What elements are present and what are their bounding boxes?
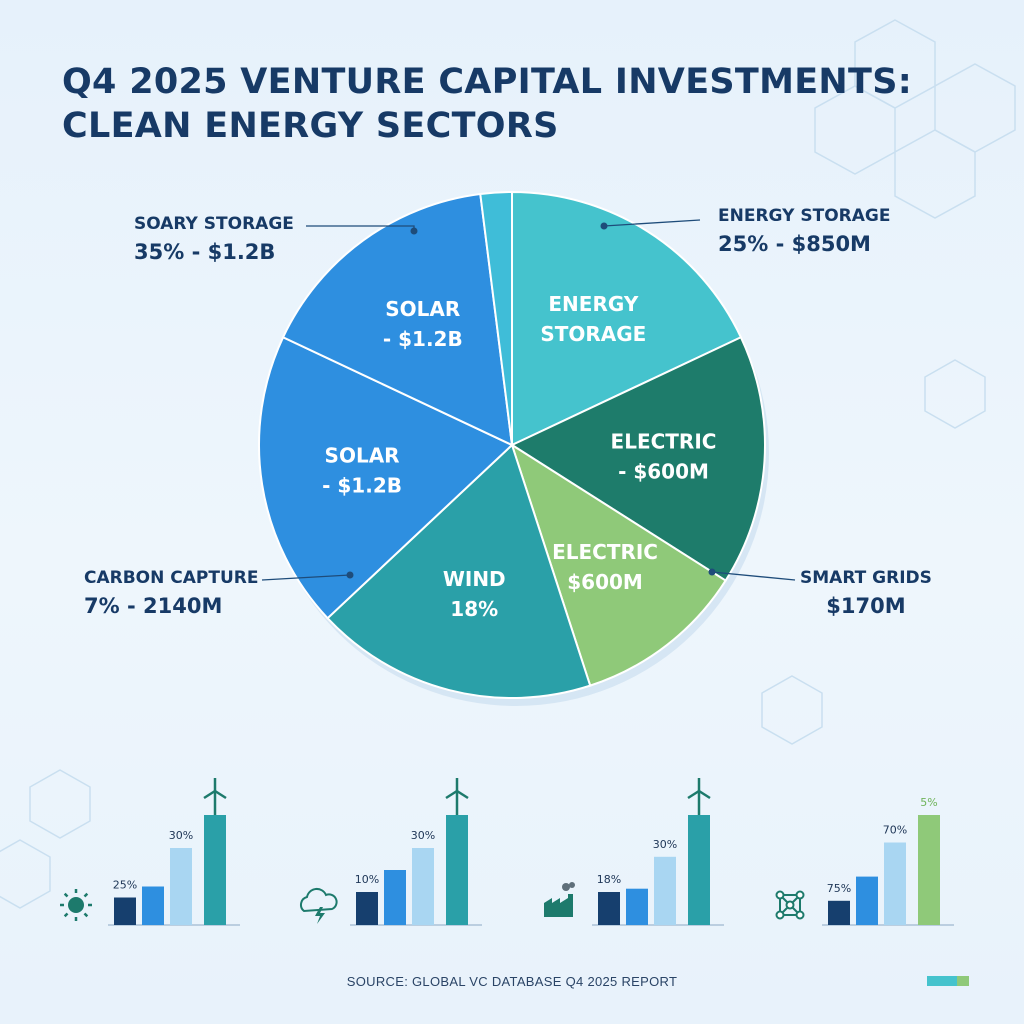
bar: [598, 892, 620, 925]
callout-soary-storage: SOARY STORAGE 35% - $1.2B: [134, 210, 294, 266]
callout-carbon-capture: CARBON CAPTURE 7% - 2140M: [84, 564, 258, 620]
bar-data-label: 70%: [883, 824, 907, 837]
callout-value: 7% - 2140M: [84, 594, 223, 618]
callout-dot: [346, 571, 354, 579]
wind-turbine-icon: [445, 778, 469, 815]
bar: [170, 848, 192, 925]
pie-slice: [326, 443, 592, 699]
callout-value: 35% - $1.2B: [134, 240, 276, 264]
bar: [626, 888, 648, 925]
bar-group: 10% 30%: [300, 778, 482, 926]
bar: [654, 856, 676, 925]
bar: [828, 900, 850, 925]
bar-data-label: 30%: [411, 829, 435, 842]
bar: [918, 815, 940, 925]
callout-dot: [600, 222, 608, 230]
bar-group: 18% 30%: [544, 778, 724, 926]
wind-turbine-icon: [203, 778, 227, 815]
bar: [412, 848, 434, 925]
callout-leader-line: [603, 219, 701, 227]
pie-slice-label: ELECTRIC - $600M: [611, 430, 717, 484]
bar: [856, 876, 878, 925]
pie-slice: [511, 190, 743, 447]
callout-smart-grids: SMART GRIDS $170M: [800, 564, 932, 620]
bar: [204, 815, 226, 925]
callout-label: SOARY STORAGE: [134, 214, 294, 234]
bar-data-label: 25%: [113, 879, 137, 892]
bar-data-label: 18%: [597, 873, 621, 886]
grid-network-icon: [775, 890, 805, 920]
chart-title-line-2: CLEAN ENERGY SECTORS: [62, 106, 559, 146]
source-note: SOURCE: GLOBAL VC DATABASE Q4 2025 REPOR…: [346, 974, 678, 989]
bar-group: 25% 30%: [60, 778, 240, 926]
callout-dot: [410, 227, 418, 235]
bar: [142, 886, 164, 925]
pie-slice: [510, 442, 727, 687]
bar: [114, 897, 136, 925]
bar: [884, 842, 906, 925]
pie-slice-label: ELECTRIC $600M: [552, 540, 658, 594]
bar-data-label: 10%: [355, 873, 379, 886]
callout-leader-line: [711, 571, 796, 581]
pie-slice: [258, 335, 514, 620]
chart-title: Q4 2025 VENTURE CAPITAL INVESTMENTS: CLE…: [62, 60, 912, 148]
legend-swatch: [927, 976, 969, 986]
callout-value: 25% - $850M: [718, 232, 871, 256]
callout-label: SMART GRIDS: [800, 568, 932, 588]
callout-energy-storage: ENERGY STORAGE 25% - $850M: [718, 202, 890, 258]
pie-slice: [281, 192, 514, 447]
pie-slice: [509, 335, 766, 582]
factory-icon: [544, 882, 575, 917]
pie-slice-label: WIND 18%: [443, 567, 506, 621]
cloud-lightning-icon: [300, 887, 338, 924]
bar-data-label: 30%: [653, 838, 677, 851]
wind-turbine-icon: [687, 778, 711, 815]
bar-data-label: 5%: [920, 796, 937, 809]
callout-value: $170M: [826, 594, 906, 618]
pie-slice: [479, 190, 513, 446]
chart-title-line-1: Q4 2025 VENTURE CAPITAL INVESTMENTS:: [62, 62, 912, 102]
bar-data-label: 30%: [169, 829, 193, 842]
callout-label: ENERGY STORAGE: [718, 206, 891, 226]
bar-group: 75% 70% 5%: [775, 796, 954, 926]
bar: [688, 815, 710, 925]
pie-slice-label: ENERGY STORAGE: [540, 292, 646, 346]
bar: [356, 892, 378, 925]
callout-dot: [708, 568, 716, 576]
callout-leader-line: [261, 574, 351, 581]
pie-slice-label: SOLAR - $1.2B: [322, 444, 402, 498]
bar: [446, 815, 468, 925]
bar: [384, 870, 406, 925]
sun-icon: [60, 889, 92, 921]
bar-data-label: 75%: [827, 882, 851, 895]
pie-slice-label: SOLAR - $1.2B: [383, 297, 463, 351]
callout-label: CARBON CAPTURE: [84, 568, 259, 588]
